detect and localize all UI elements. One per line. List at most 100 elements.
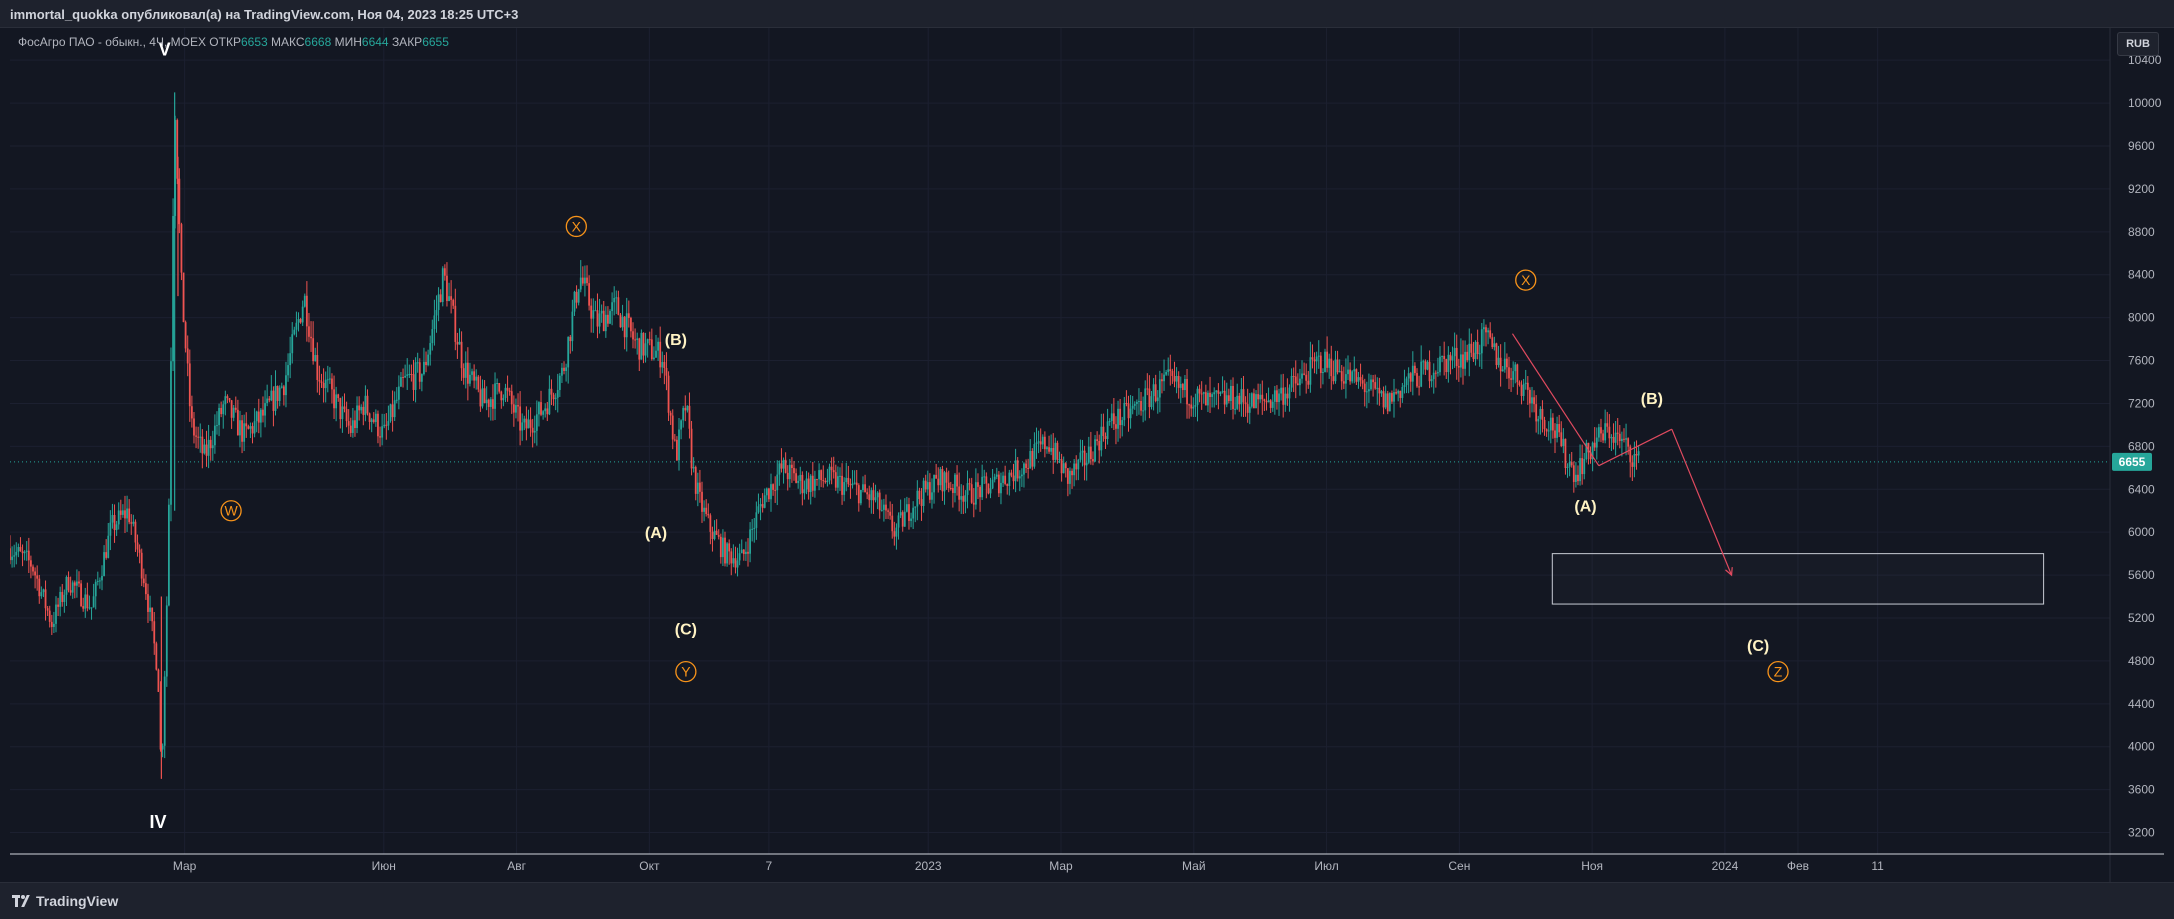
candle	[554, 393, 557, 411]
price-chart[interactable]: 3200360040004400480052005600600064006800…	[9, 28, 2164, 882]
candle-body	[1416, 373, 1418, 387]
candle-body	[512, 404, 515, 413]
candle	[1115, 416, 1117, 445]
candle	[1186, 368, 1188, 419]
candle	[905, 496, 908, 513]
candle-body	[688, 405, 691, 429]
candle	[1485, 324, 1487, 347]
candle	[613, 286, 616, 316]
time-tick-label: Июн	[372, 859, 396, 873]
candle	[82, 597, 85, 612]
candle-body	[63, 594, 66, 602]
candle	[1253, 388, 1255, 409]
candle-body	[851, 483, 854, 486]
candle-body	[625, 313, 628, 338]
candle-body	[1192, 406, 1195, 409]
candle	[951, 483, 954, 508]
candle-body	[1054, 442, 1057, 460]
candle	[498, 382, 501, 394]
candle-body	[740, 549, 743, 554]
candle	[289, 336, 292, 379]
candle-body	[979, 486, 981, 498]
candle-body	[1518, 382, 1521, 386]
candle-body	[494, 383, 496, 409]
candle	[918, 487, 921, 505]
candle	[1127, 395, 1130, 432]
trend-arrow-head	[1725, 567, 1733, 577]
candle	[1593, 427, 1596, 452]
chart-area[interactable]: 3200 3600 4000 4400 4800 5200 5600 6000 6400 6800…	[9, 28, 2164, 882]
currency-button[interactable]: RUB	[2117, 32, 2159, 56]
candle-body	[326, 379, 329, 381]
candle-body	[1330, 358, 1333, 377]
candle	[414, 357, 417, 403]
candle	[811, 462, 814, 497]
candle	[1457, 358, 1460, 382]
candle-body	[333, 389, 335, 409]
candle	[1112, 398, 1115, 431]
candle	[1623, 428, 1625, 443]
candle-body	[1069, 470, 1071, 484]
candle-body	[1014, 460, 1017, 482]
candle-body	[533, 430, 536, 433]
tradingview-logo[interactable]: TradingView	[12, 893, 118, 909]
candle	[563, 361, 565, 375]
candle-body	[738, 553, 741, 561]
candle-body	[667, 375, 670, 413]
candle	[667, 371, 670, 421]
candle	[144, 574, 147, 600]
candle	[324, 371, 327, 403]
candle	[1616, 418, 1619, 446]
candle	[692, 457, 695, 473]
candle-body	[322, 382, 325, 389]
candle-body	[966, 483, 969, 496]
candle-body	[1121, 420, 1124, 426]
candle-body	[1501, 369, 1504, 372]
candle	[671, 409, 674, 450]
candle-body	[918, 490, 921, 500]
candle	[347, 409, 350, 434]
candle	[69, 576, 72, 596]
candle	[1236, 383, 1239, 411]
wave-label-text: Z	[1774, 664, 1783, 680]
trend-line	[1598, 428, 1673, 467]
candle-body	[414, 362, 417, 390]
price-tick-label: 4000	[2128, 740, 2155, 754]
candle-body	[1064, 463, 1067, 469]
candle-body	[893, 531, 896, 537]
candle	[1357, 371, 1360, 389]
candle-body	[1234, 408, 1237, 410]
candle-body	[546, 408, 549, 415]
candle	[1368, 373, 1370, 403]
candle	[841, 463, 843, 505]
candle-body	[477, 376, 480, 390]
candle-body	[747, 551, 749, 554]
candle-body	[788, 464, 791, 480]
candle-body	[561, 367, 563, 376]
candle	[1562, 428, 1565, 454]
candle	[1192, 397, 1195, 418]
candle-body	[1437, 372, 1439, 374]
candle	[1411, 351, 1414, 396]
candle-body	[44, 589, 47, 609]
candle	[50, 614, 53, 636]
candle-body	[1485, 327, 1487, 333]
candle-body	[1280, 387, 1283, 394]
candle-body	[335, 394, 338, 409]
candle	[1531, 386, 1533, 413]
wave-label: (C)	[675, 622, 697, 639]
candle-body	[586, 277, 588, 284]
candle-body	[481, 388, 484, 407]
candle-body	[558, 375, 561, 390]
wave-label-circle	[565, 215, 587, 238]
candle	[193, 411, 195, 444]
candle	[1163, 359, 1165, 391]
candle-body	[584, 277, 586, 284]
candle-body	[960, 496, 963, 500]
candle	[487, 398, 490, 418]
candle-body	[167, 504, 170, 606]
candle-body	[770, 484, 772, 500]
candle	[349, 417, 352, 437]
candle-body	[985, 476, 988, 484]
candle	[420, 373, 423, 392]
